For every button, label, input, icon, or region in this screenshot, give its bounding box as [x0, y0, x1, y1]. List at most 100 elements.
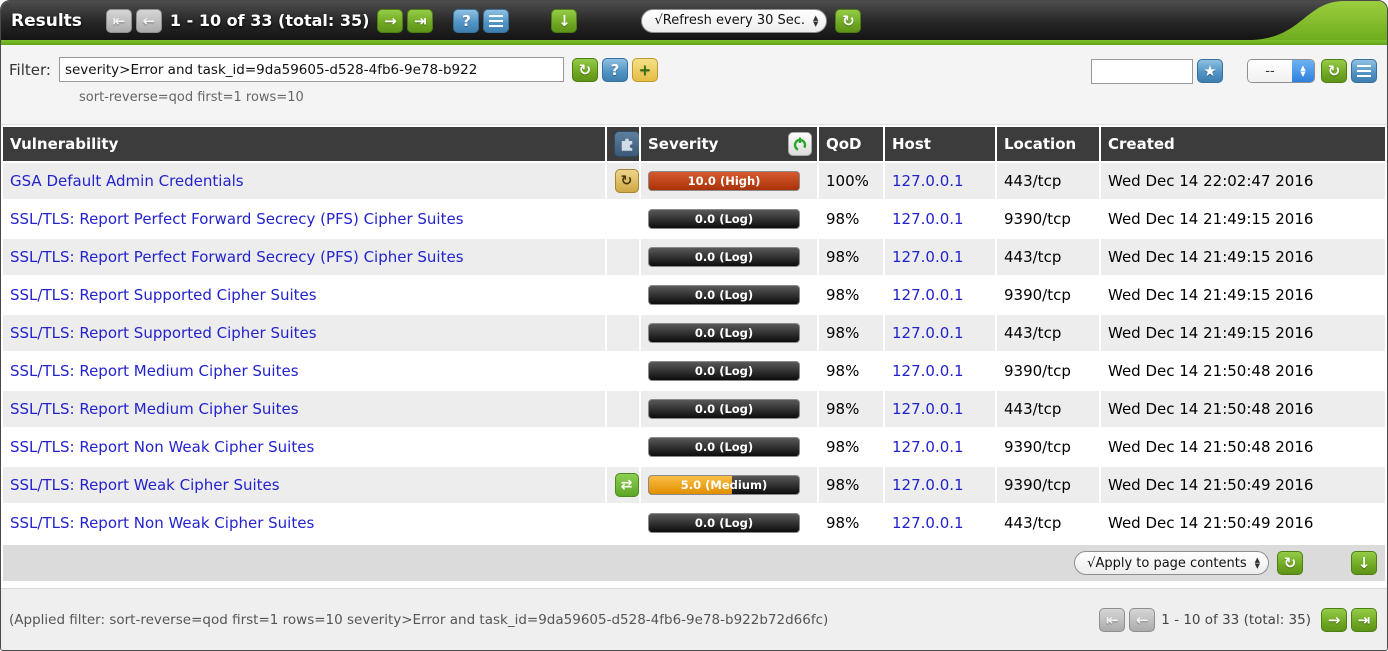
- previous-page-button[interactable]: ←: [135, 8, 162, 33]
- cell-vulnerability: SSL/TLS: Report Weak Cipher Suites: [3, 467, 605, 503]
- cell-location: 9390/tcp: [997, 467, 1099, 503]
- host-link[interactable]: 127.0.0.1: [892, 476, 964, 494]
- cell-host: 127.0.0.1: [885, 429, 995, 465]
- help-icon[interactable]: ?: [453, 8, 480, 33]
- apply-refresh-icon[interactable]: ↻: [1277, 551, 1303, 575]
- cell-solution-type: [607, 391, 639, 427]
- filter-subtext: sort-reverse=qod first=1 rows=10: [79, 90, 304, 105]
- refresh-interval-value: √Refresh every 30 Sec.: [654, 13, 806, 28]
- host-link[interactable]: 127.0.0.1: [892, 172, 964, 190]
- vulnerability-link[interactable]: SSL/TLS: Report Perfect Forward Secrecy …: [10, 210, 464, 228]
- download-icon[interactable]: ↓: [551, 8, 578, 33]
- bottom-pagination: ⇤ ← 1 - 10 of 33 (total: 35) → ⇥: [1097, 607, 1379, 632]
- filter-input[interactable]: [58, 57, 564, 82]
- cell-severity: 10.0 (High): [641, 163, 817, 199]
- next-page-button[interactable]: →: [1321, 607, 1347, 632]
- bookmark-filter-icon[interactable]: ★: [1197, 59, 1223, 83]
- last-page-button[interactable]: ⇥: [1351, 607, 1377, 632]
- cell-created: Wed Dec 14 21:49:15 2016: [1101, 201, 1385, 237]
- column-header-vulnerability[interactable]: Vulnerability: [3, 127, 605, 161]
- cell-host: 127.0.0.1: [885, 467, 995, 503]
- vulnerability-link[interactable]: SSL/TLS: Report Supported Cipher Suites: [10, 286, 317, 304]
- column-header-created[interactable]: Created: [1101, 127, 1385, 161]
- list-view-icon[interactable]: [483, 8, 510, 33]
- table-row: SSL/TLS: Report Medium Cipher Suites 0.0 …: [3, 353, 1385, 389]
- column-header-solution-type[interactable]: [607, 127, 639, 161]
- table-row: SSL/TLS: Report Non Weak Cipher Suites 0.…: [3, 505, 1385, 541]
- solution-workaround-icon[interactable]: ↻: [614, 169, 639, 193]
- vulnerability-link[interactable]: SSL/TLS: Report Perfect Forward Secrecy …: [10, 248, 464, 266]
- cell-host: 127.0.0.1: [885, 163, 995, 199]
- update-filter-icon[interactable]: ↻: [571, 57, 598, 82]
- first-page-button[interactable]: ⇤: [105, 8, 132, 33]
- vulnerability-link[interactable]: SSL/TLS: Report Medium Cipher Suites: [10, 400, 299, 418]
- cell-host: 127.0.0.1: [885, 353, 995, 389]
- cell-host: 127.0.0.1: [885, 201, 995, 237]
- column-header-severity[interactable]: Severity: [641, 127, 817, 161]
- cell-qod: 98%: [819, 429, 883, 465]
- table-row: SSL/TLS: Report Supported Cipher Suites 0…: [3, 315, 1385, 351]
- host-link[interactable]: 127.0.0.1: [892, 324, 964, 342]
- vulnerability-link[interactable]: SSL/TLS: Report Medium Cipher Suites: [10, 362, 299, 380]
- severity-label: 5.0 (Medium): [680, 478, 768, 492]
- list-glyph: [489, 14, 504, 27]
- cell-severity: 0.0 (Log): [641, 277, 817, 313]
- download-filtered-icon[interactable]: ↓: [1351, 551, 1377, 575]
- filter-name-input[interactable]: [1091, 59, 1193, 84]
- host-link[interactable]: 127.0.0.1: [892, 438, 964, 456]
- host-link[interactable]: 127.0.0.1: [892, 362, 964, 380]
- vulnerability-link[interactable]: SSL/TLS: Report Non Weak Cipher Suites: [10, 438, 315, 456]
- refresh-now-icon[interactable]: ↻: [835, 8, 862, 33]
- cell-host: 127.0.0.1: [885, 239, 995, 275]
- solution-mitigate-icon[interactable]: ⇄: [614, 473, 639, 497]
- next-page-button[interactable]: →: [377, 8, 404, 33]
- severity-bar: 0.0 (Log): [648, 323, 800, 343]
- refresh-interval-select[interactable]: √Refresh every 30 Sec. ▲ ▼: [641, 8, 828, 33]
- host-link[interactable]: 127.0.0.1: [892, 514, 964, 532]
- cell-severity: 5.0 (Medium): [641, 467, 817, 503]
- column-header-location[interactable]: Location: [997, 127, 1099, 161]
- filter-help-icon[interactable]: ?: [601, 57, 628, 82]
- apply-saved-filter-icon[interactable]: ↻: [1321, 59, 1347, 83]
- severity-bar: 0.0 (Log): [648, 513, 800, 533]
- column-header-qod[interactable]: QoD: [819, 127, 883, 161]
- cell-qod: 98%: [819, 201, 883, 237]
- table-header-row: Vulnerability Severity: [3, 127, 1385, 161]
- cell-qod: 98%: [819, 505, 883, 541]
- last-page-button[interactable]: ⇥: [407, 8, 434, 33]
- cell-solution-type: [607, 505, 639, 541]
- vulnerability-link[interactable]: SSL/TLS: Report Supported Cipher Suites: [10, 324, 317, 342]
- cell-location: 443/tcp: [997, 505, 1099, 541]
- results-tbody: GSA Default Admin Credentials ↻ 10.0 (High…: [3, 163, 1385, 541]
- cell-vulnerability: SSL/TLS: Report Non Weak Cipher Suites: [3, 429, 605, 465]
- cell-severity: 0.0 (Log): [641, 505, 817, 541]
- saved-filter-select[interactable]: -- ▲ ▼: [1247, 59, 1315, 83]
- host-link[interactable]: 127.0.0.1: [892, 210, 964, 228]
- column-header-host[interactable]: Host: [885, 127, 995, 161]
- table-row: SSL/TLS: Report Weak Cipher Suites ⇄ 5.0 (…: [3, 467, 1385, 503]
- severity-label: 0.0 (Log): [694, 288, 754, 302]
- apply-to-select[interactable]: √Apply to page contents ▲ ▼: [1074, 551, 1269, 575]
- vulnerability-link[interactable]: SSL/TLS: Report Weak Cipher Suites: [10, 476, 280, 494]
- host-link[interactable]: 127.0.0.1: [892, 286, 964, 304]
- severity-bar: 0.0 (Log): [648, 247, 800, 267]
- severity-bar: 0.0 (Log): [648, 437, 800, 457]
- toggle-overrides-icon[interactable]: [788, 132, 812, 156]
- cell-created: Wed Dec 14 21:49:15 2016: [1101, 277, 1385, 313]
- vulnerability-link[interactable]: GSA Default Admin Credentials: [10, 172, 244, 190]
- table-actions-row: √Apply to page contents ▲ ▼ ↻ ↓: [3, 545, 1385, 581]
- topbar: Results ⇤ ← 1 - 10 of 33 (total: 35) → ⇥…: [1, 1, 1387, 40]
- results-table-wrap: Vulnerability Severity: [1, 125, 1387, 583]
- edit-filters-icon[interactable]: [1351, 59, 1377, 83]
- cell-host: 127.0.0.1: [885, 315, 995, 351]
- cell-vulnerability: GSA Default Admin Credentials: [3, 163, 605, 199]
- new-filter-icon[interactable]: +: [631, 57, 658, 82]
- host-link[interactable]: 127.0.0.1: [892, 400, 964, 418]
- first-page-button[interactable]: ⇤: [1099, 607, 1126, 632]
- previous-page-button[interactable]: ←: [1129, 607, 1156, 632]
- cell-vulnerability: SSL/TLS: Report Perfect Forward Secrecy …: [3, 239, 605, 275]
- severity-bar: 0.0 (Log): [648, 399, 800, 419]
- host-link[interactable]: 127.0.0.1: [892, 248, 964, 266]
- severity-bar: 5.0 (Medium): [648, 475, 800, 495]
- vulnerability-link[interactable]: SSL/TLS: Report Non Weak Cipher Suites: [10, 514, 315, 532]
